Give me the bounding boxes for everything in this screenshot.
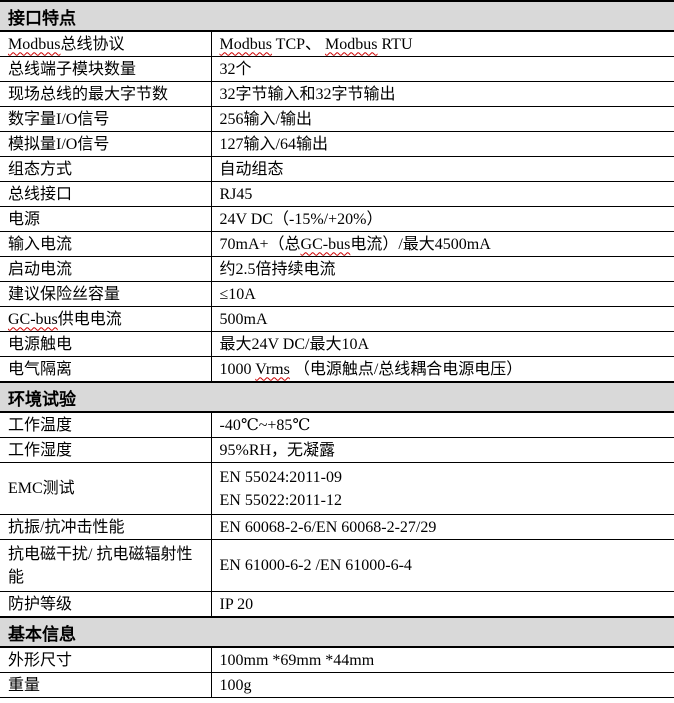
- spec-label-cell: 现场总线的最大字节数: [0, 81, 212, 107]
- spec-label-cell: 工作湿度: [0, 437, 212, 463]
- spec-value-cell: 500mA: [211, 306, 674, 332]
- spec-label-cell: GC-bus供电电流: [0, 306, 212, 332]
- spec-value-cell: EN 60068-2-6/EN 60068-2-27/29: [211, 514, 674, 540]
- table-row: 输入电流 70mA+（总GC-bus电流）/最大4500mA: [0, 231, 674, 257]
- spec-value-cell: 256输入/输出: [211, 106, 674, 132]
- spec-value-cell: 70mA+（总GC-bus电流）/最大4500mA: [211, 231, 674, 257]
- spec-label-cell: 电源触电: [0, 331, 212, 357]
- spec-value-cell: 95%RH，无凝露: [211, 437, 674, 463]
- section-header-row: 环境试验: [0, 381, 674, 413]
- table-row: 抗电磁干扰/ 抗电磁辐射性能 EN 61000-6-2 /EN 61000-6-…: [0, 539, 674, 592]
- spec-label-cell: 抗电磁干扰/ 抗电磁辐射性能: [0, 539, 212, 592]
- table-row: 建议保险丝容量 ≤10A: [0, 281, 674, 307]
- table-row: 外形尺寸 100mm *69mm *44mm: [0, 646, 674, 673]
- spec-value-cell: 32字节输入和32字节输出: [211, 81, 674, 107]
- spec-value-cell: IP 20: [211, 591, 674, 617]
- table-row: 总线端子模块数量 32个: [0, 56, 674, 82]
- table-row: GC-bus供电电流 500mA: [0, 306, 674, 332]
- table-row: EMC测试 EN 55024:2011-09 EN 55022:2011-12: [0, 462, 674, 515]
- table-row: 数字量I/O信号 256输入/输出: [0, 106, 674, 132]
- spec-label-cell: 数字量I/O信号: [0, 106, 212, 132]
- spec-value-cell: 100mm *69mm *44mm: [211, 646, 674, 673]
- spec-label-cell: 总线端子模块数量: [0, 56, 212, 82]
- spec-label-cell: 模拟量I/O信号: [0, 131, 212, 157]
- spec-value-cell: 约2.5倍持续电流: [211, 256, 674, 282]
- section-title: 基本信息: [0, 616, 674, 648]
- table-row: 抗振/抗冲击性能 EN 60068-2-6/EN 60068-2-27/29: [0, 514, 674, 540]
- spec-value-cell: 自动组态: [211, 156, 674, 182]
- spec-label-cell: 电源: [0, 206, 212, 232]
- spec-value-cell: EN 61000-6-2 /EN 61000-6-4: [211, 539, 674, 592]
- spec-value-cell: ≤10A: [211, 281, 674, 307]
- table-row: 组态方式 自动组态: [0, 156, 674, 182]
- spec-value-cell: 1000 Vrms （电源触点/总线耦合电源电压）: [211, 356, 674, 382]
- spec-label-cell: 工作温度: [0, 411, 212, 438]
- table-row: 启动电流 约2.5倍持续电流: [0, 256, 674, 282]
- spec-label-cell: 输入电流: [0, 231, 212, 257]
- spec-label-cell: 重量: [0, 672, 212, 698]
- spec-label-cell: 防护等级: [0, 591, 212, 617]
- table-row: 工作湿度 95%RH，无凝露: [0, 437, 674, 463]
- table-row: 防护等级 IP 20: [0, 591, 674, 617]
- spec-label-cell: Modbus总线协议: [0, 30, 212, 57]
- table-row: 电源 24V DC（-15%/+20%）: [0, 206, 674, 232]
- spec-label-cell: 组态方式: [0, 156, 212, 182]
- table-row: 电源触电 最大24V DC/最大10A: [0, 331, 674, 357]
- section-header-row: 接口特点: [0, 0, 674, 32]
- table-row: 现场总线的最大字节数 32字节输入和32字节输出: [0, 81, 674, 107]
- table-row: Modbus总线协议 Modbus TCP、 Modbus RTU: [0, 30, 674, 57]
- section-title: 接口特点: [0, 0, 674, 32]
- spec-value-cell: 127输入/64输出: [211, 131, 674, 157]
- spec-value-cell: RJ45: [211, 181, 674, 207]
- table-row: 总线接口 RJ45: [0, 181, 674, 207]
- spec-label-cell: EMC测试: [0, 462, 212, 515]
- spec-label-cell: 建议保险丝容量: [0, 281, 212, 307]
- spec-value-cell: 32个: [211, 56, 674, 82]
- spec-label-cell: 电气隔离: [0, 356, 212, 382]
- spec-label-cell: 总线接口: [0, 181, 212, 207]
- section-header-row: 基本信息: [0, 616, 674, 648]
- spec-value-cell: EN 55024:2011-09 EN 55022:2011-12: [211, 462, 674, 515]
- spec-label-cell: 抗振/抗冲击性能: [0, 514, 212, 540]
- table-row: 重量 100g: [0, 672, 674, 698]
- table-row: 电气隔离 1000 Vrms （电源触点/总线耦合电源电压）: [0, 356, 674, 382]
- spec-value-cell: 24V DC（-15%/+20%）: [211, 206, 674, 232]
- table-row: 工作温度 -40℃~+85℃: [0, 411, 674, 438]
- section-title: 环境试验: [0, 381, 674, 413]
- spec-value-cell: Modbus TCP、 Modbus RTU: [211, 30, 674, 57]
- spec-label-cell: 启动电流: [0, 256, 212, 282]
- spec-label-cell: 外形尺寸: [0, 646, 212, 673]
- table-row: 模拟量I/O信号 127输入/64输出: [0, 131, 674, 157]
- spec-value-cell: 最大24V DC/最大10A: [211, 331, 674, 357]
- spec-value-cell: 100g: [211, 672, 674, 698]
- spec-value-cell: -40℃~+85℃: [211, 411, 674, 438]
